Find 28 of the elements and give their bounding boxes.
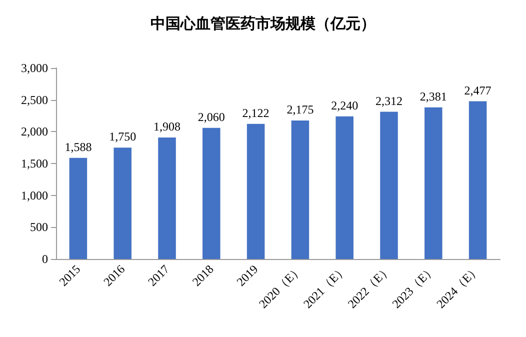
data-label: 2,381: [420, 89, 447, 104]
bar: [291, 120, 310, 259]
bar: [246, 124, 265, 259]
y-tick-label: 2,500: [21, 92, 48, 107]
bar: [158, 138, 176, 259]
bar: [69, 158, 88, 259]
bar: [424, 107, 442, 259]
data-label: 2,312: [376, 94, 402, 108]
y-tick-label: 3,000: [21, 61, 48, 75]
data-label: 1,750: [109, 130, 136, 144]
y-tick-label: 1,500: [21, 156, 48, 170]
y-tick-label: 0: [42, 252, 48, 266]
data-label: 1,908: [154, 120, 180, 134]
y-tick-label: 500: [30, 220, 48, 234]
bar: [336, 116, 354, 259]
data-label: 2,175: [286, 102, 314, 117]
bar: [468, 101, 487, 259]
chart-title: 中国心血管医药市场规模（亿元）: [150, 14, 376, 32]
y-tick-label: 2,000: [21, 124, 48, 139]
data-label: 1,588: [64, 140, 92, 154]
data-label: 2,240: [331, 98, 358, 112]
data-label: 2,060: [198, 110, 225, 124]
data-label: 2,122: [242, 106, 270, 120]
bar: [202, 128, 220, 259]
y-tick-label: 1,000: [21, 188, 48, 202]
bar: [114, 148, 132, 259]
bar: [380, 112, 398, 259]
data-label: 2,477: [464, 83, 492, 98]
